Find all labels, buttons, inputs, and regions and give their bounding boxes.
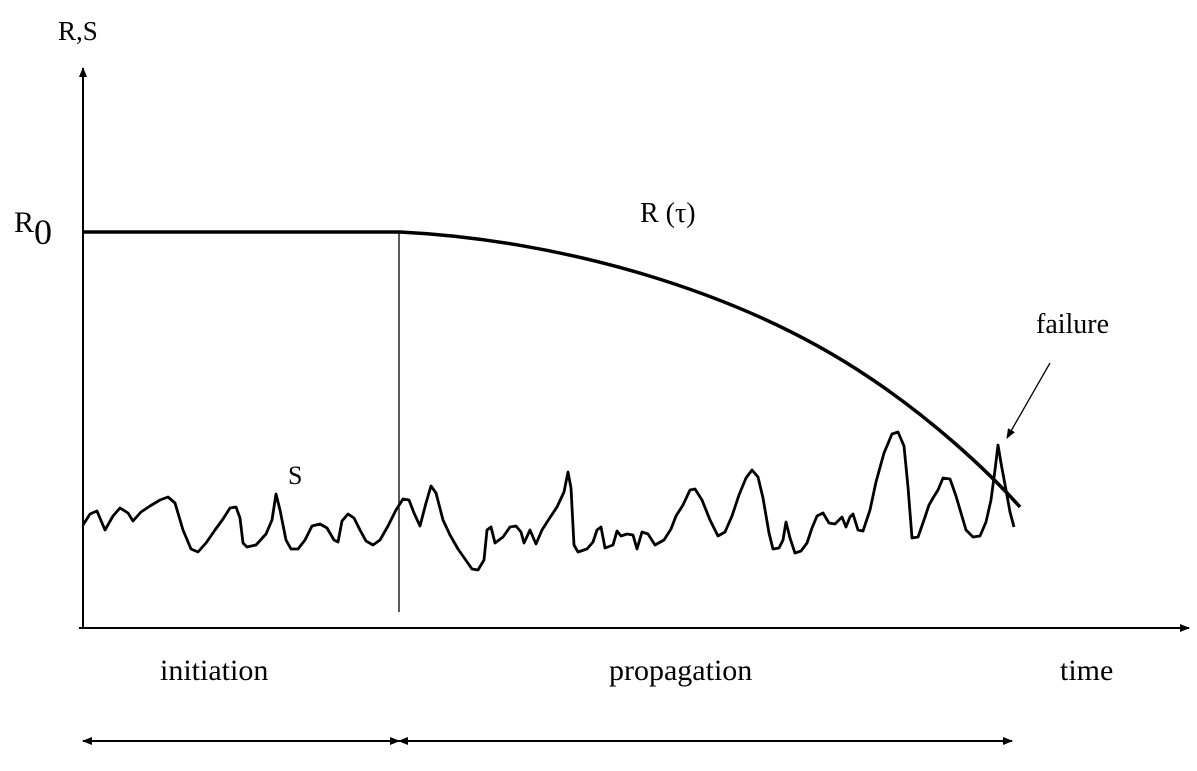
r0-label-main: R (14, 206, 34, 239)
resistance-curve-label: R (τ) (640, 198, 696, 229)
r0-label: R0 (14, 206, 52, 252)
load-curve-label: S (288, 461, 302, 490)
failure-pointer-arrow (1006, 362, 1051, 439)
load-curve (81, 430, 1016, 572)
r0-label-sub: 0 (34, 212, 52, 252)
x-axis-label: time (1060, 654, 1113, 687)
resistance-curve (83, 230, 1022, 509)
propagation-phase-label: propagation (609, 654, 752, 687)
y-axis-label: R,S (58, 16, 98, 46)
initiation-phase-label: initiation (160, 654, 268, 687)
failure-label: failure (1036, 309, 1109, 340)
